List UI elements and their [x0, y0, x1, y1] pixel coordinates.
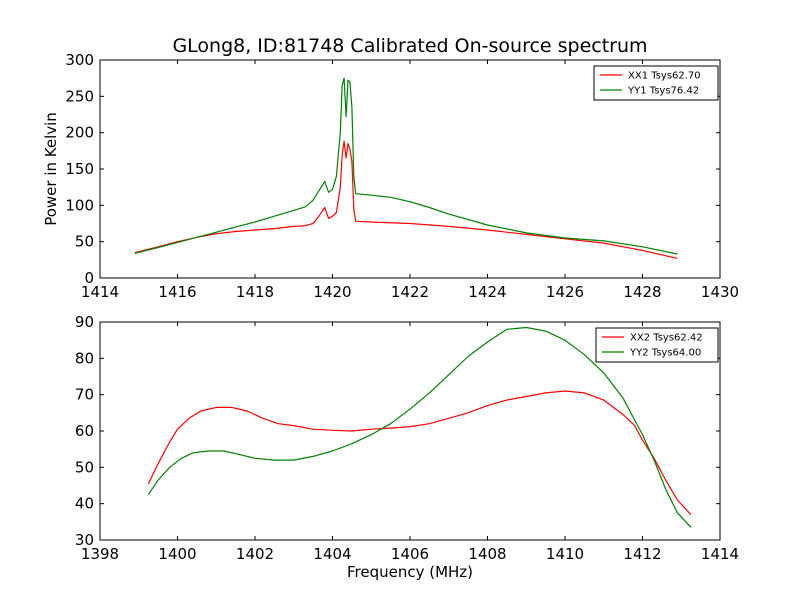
legend-label: YY2 Tsys64.00 [629, 348, 701, 359]
y-tick-label: 90 [75, 313, 94, 331]
x-tick-label: 1418 [236, 283, 274, 301]
series-line-red [134, 140, 678, 259]
x-tick-label: 1420 [313, 283, 351, 301]
x-tick-label: 1402 [236, 545, 274, 563]
y-tick-label: 100 [65, 196, 94, 214]
y-tick-label: 0 [84, 269, 94, 287]
legend: XX2 Tsys62.42 YY2 Tsys64.00 [595, 327, 719, 363]
y-tick-label: 40 [75, 495, 94, 513]
y-axis-label: Power in Kelvin [42, 112, 60, 226]
legend-box [593, 65, 719, 101]
y-tick-label: 50 [75, 458, 94, 476]
figure-title: GLong8, ID:81748 Calibrated On-source sp… [172, 35, 647, 57]
x-tick-label: 1400 [158, 545, 196, 563]
x-tick-label: 1404 [313, 545, 351, 563]
legend-label: YY1 Tsys76.42 [627, 86, 699, 97]
y-tick-label: 80 [75, 349, 94, 367]
y-tick-label: 50 [75, 233, 94, 251]
x-tick-label: 1424 [468, 283, 506, 301]
y-tick-label: 150 [65, 160, 94, 178]
x-tick-label: 1414 [701, 545, 739, 563]
x-tick-label: 1414 [81, 283, 119, 301]
x-axis-label: Frequency (MHz) [347, 563, 473, 581]
top-plot: 1414 1416 1418 1420 1422 1424 1426 1428 1430 0 50 1… [42, 51, 739, 301]
legend-box [595, 327, 719, 363]
x-tick-label: 1412 [623, 545, 661, 563]
x-tick-label: 1398 [81, 545, 119, 563]
x-tick-label: 1406 [391, 545, 429, 563]
series-line-green [147, 326, 692, 528]
legend-label: XX2 Tsys62.42 [630, 333, 703, 344]
y-tick-label: 60 [75, 422, 94, 440]
y-tick-label: 300 [65, 51, 94, 69]
bottom-plot: 1398 1400 1402 1404 1406 1408 1410 1412 1414 30 40… [75, 313, 739, 581]
x-tick-label: 1408 [468, 545, 506, 563]
x-tick-label: 1426 [546, 283, 584, 301]
y-tick-label: 200 [65, 124, 94, 142]
legend-label: XX1 Tsys62.70 [628, 71, 701, 82]
legend: XX1 Tsys62.70 YY1 Tsys76.42 [593, 65, 719, 101]
y-tick-label: 30 [75, 531, 94, 549]
x-tick-label: 1422 [391, 283, 429, 301]
y-tick-label: 70 [75, 386, 94, 404]
x-tick-label: 1430 [701, 283, 739, 301]
series-line-red [147, 390, 692, 516]
series-line-green [134, 77, 678, 255]
y-tick-label: 250 [65, 87, 94, 105]
x-tick-label: 1428 [623, 283, 661, 301]
x-tick-label: 1410 [546, 545, 584, 563]
x-tick-label: 1416 [158, 283, 196, 301]
